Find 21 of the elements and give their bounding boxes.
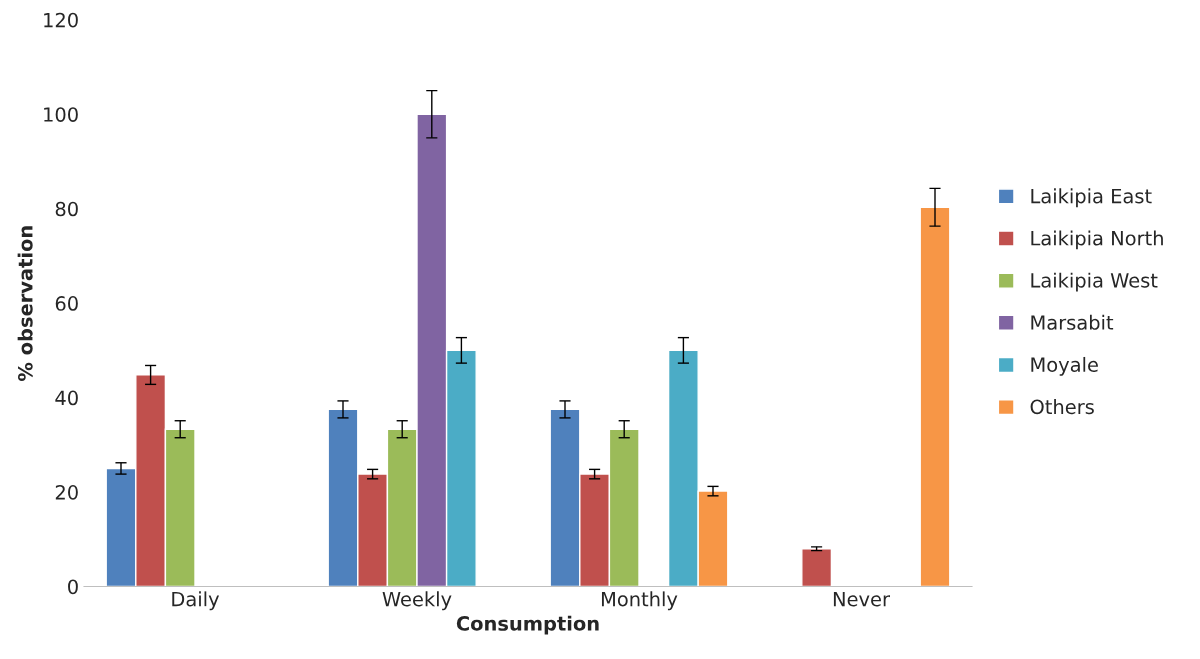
y-tick-label: 20: [55, 485, 78, 500]
legend-label: Moyale: [1031, 356, 1098, 376]
y-tick-label: 100: [44, 107, 78, 122]
x-tick-label: Weekly: [382, 591, 452, 611]
legend-label: Laikipia East: [1031, 188, 1152, 208]
legend-label: Laikipia West: [1031, 272, 1158, 292]
y-tick-label: 60: [55, 296, 78, 311]
y-tick-label: 0: [68, 579, 78, 595]
bar: [919, 206, 951, 587]
legend-label: Marsabit: [1031, 314, 1114, 330]
x-tick-label: Daily: [172, 591, 220, 611]
x-tick-label: Monthly: [601, 591, 678, 611]
x-tick-label: Never: [833, 591, 890, 607]
y-axis-title: % observation: [17, 226, 33, 381]
legend-label: Laikipia North: [1031, 230, 1163, 250]
bar: [801, 548, 833, 587]
legend-label: Others: [1030, 399, 1094, 415]
y-tick-label: 80: [55, 201, 78, 217]
x-axis-title: Consumption: [456, 615, 599, 635]
y-tick-label: 120: [44, 12, 78, 28]
y-tick-label: 40: [55, 390, 78, 406]
